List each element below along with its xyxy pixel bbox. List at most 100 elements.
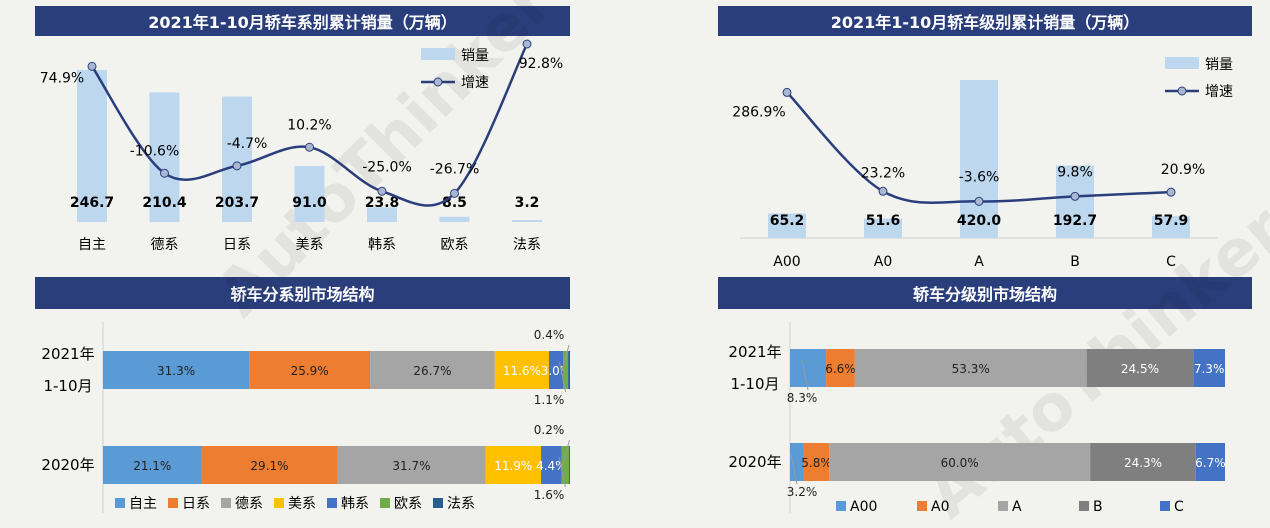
segment-C	[1195, 443, 1225, 481]
segment-label: 8.3%	[787, 391, 818, 405]
bar-韩系	[367, 207, 397, 222]
growth-point	[377, 186, 387, 196]
leader-line	[561, 439, 571, 469]
legend-label: 自主	[129, 496, 157, 512]
segment-A00	[790, 443, 804, 481]
leader-line	[790, 454, 798, 485]
leader-line	[558, 457, 566, 488]
segment-label: 53.3%	[952, 362, 990, 376]
segment-C	[1193, 349, 1225, 387]
leader-line	[801, 360, 809, 391]
bar-A	[960, 80, 998, 238]
x-tick-label: 自主	[78, 237, 106, 253]
segment-德系	[370, 351, 495, 389]
legend-swatch-A	[998, 501, 1008, 511]
leader-line	[559, 362, 567, 393]
segment-日系	[201, 446, 338, 484]
x-tick-label: A00	[773, 254, 800, 270]
segment-label: 26.7%	[413, 364, 451, 378]
leader-line	[560, 344, 570, 374]
x-tick-label: C	[1166, 254, 1176, 270]
growth-point	[232, 161, 242, 171]
segment-A	[829, 443, 1091, 481]
growth-point	[782, 87, 792, 97]
bar-value-label: 246.7	[70, 195, 114, 211]
legend-swatch-法系	[433, 498, 443, 508]
segment-label: 24.3%	[1124, 456, 1162, 470]
growth-label: -4.7%	[227, 136, 268, 152]
row-label: 1-10月	[730, 375, 779, 393]
growth-label: 74.9%	[40, 70, 84, 86]
chart-title-series-sales: 2021年1-10月轿车系别累计销量（万辆）	[35, 6, 570, 36]
legend-label: A	[1012, 499, 1022, 515]
legend-swatch-韩系	[327, 498, 337, 508]
growth-point	[1166, 187, 1176, 197]
x-tick-label: 欧系	[441, 237, 469, 253]
segment-B	[1086, 349, 1194, 387]
segment-自主	[103, 446, 202, 484]
growth-label: -10.6%	[130, 143, 180, 159]
segment-美系	[494, 351, 549, 389]
segment-label: 24.5%	[1121, 362, 1159, 376]
legend-label: 韩系	[341, 496, 369, 512]
x-tick-label: 日系	[223, 237, 251, 253]
x-tick-label: A	[974, 254, 984, 270]
legend-label: 法系	[447, 496, 475, 512]
segment-label: 4.4%	[536, 459, 567, 473]
legend-swatch-自主	[115, 498, 125, 508]
legend-swatch-欧系	[380, 498, 390, 508]
segment-label: 6.6%	[825, 362, 856, 376]
legend-label: C	[1174, 499, 1184, 515]
growth-label: 20.9%	[1161, 162, 1205, 178]
bar-value-label: 420.0	[957, 213, 1002, 229]
chart-title-series-structure: 轿车分系别市场结构	[35, 277, 570, 309]
legend-label: 美系	[288, 496, 316, 512]
growth-point	[974, 196, 984, 206]
segment-A0	[803, 443, 830, 481]
segment-label: 0.4%	[534, 328, 565, 342]
bar-A0	[864, 218, 902, 238]
segment-label: 25.9%	[291, 364, 329, 378]
segment-label: 21.1%	[133, 459, 171, 473]
growth-point	[1070, 191, 1080, 201]
bar-B	[1056, 165, 1094, 238]
legend-label: 欧系	[394, 496, 422, 512]
segment-欧系	[561, 446, 570, 484]
x-tick-label: 美系	[296, 237, 324, 253]
segment-A00	[790, 349, 827, 387]
legend-line-marker	[1177, 86, 1187, 96]
segment-label: 29.1%	[250, 459, 288, 473]
bar-value-label: 91.0	[292, 195, 327, 211]
legend-bar-swatch	[1165, 57, 1199, 69]
legend-bar-swatch	[421, 48, 455, 60]
segment-自主	[103, 351, 250, 389]
bar-value-label: 23.8	[365, 195, 400, 211]
bar-value-label: 192.7	[1053, 213, 1097, 229]
segment-label: 60.0%	[941, 456, 979, 470]
x-tick-label: 法系	[513, 237, 541, 253]
bar-value-label: 51.6	[866, 213, 901, 229]
growth-label: -26.7%	[430, 161, 480, 177]
bar-欧系	[439, 216, 470, 222]
legend-line-label: 增速	[461, 75, 489, 91]
growth-point	[450, 188, 459, 198]
segment-法系	[569, 446, 570, 484]
growth-label: 10.2%	[287, 117, 331, 133]
segment-label: 31.7%	[392, 459, 430, 473]
legend-bar-label: 销量	[461, 48, 489, 64]
bar-德系	[149, 92, 180, 222]
segment-A0	[826, 349, 855, 387]
x-tick-label: A0	[874, 254, 892, 270]
segment-B	[1090, 443, 1196, 481]
growth-point	[305, 142, 314, 152]
chart-title-class-structure: 轿车分级别市场结构	[718, 277, 1252, 309]
segment-A	[854, 349, 1087, 387]
bar-value-label: 203.7	[215, 195, 259, 211]
segment-label: 31.3%	[157, 364, 195, 378]
growth-point	[87, 61, 97, 71]
growth-label: 9.8%	[1057, 164, 1093, 180]
segment-欧系	[562, 351, 569, 389]
legend-swatch-A00	[836, 501, 846, 511]
legend-line-label: 增速	[1205, 84, 1233, 100]
